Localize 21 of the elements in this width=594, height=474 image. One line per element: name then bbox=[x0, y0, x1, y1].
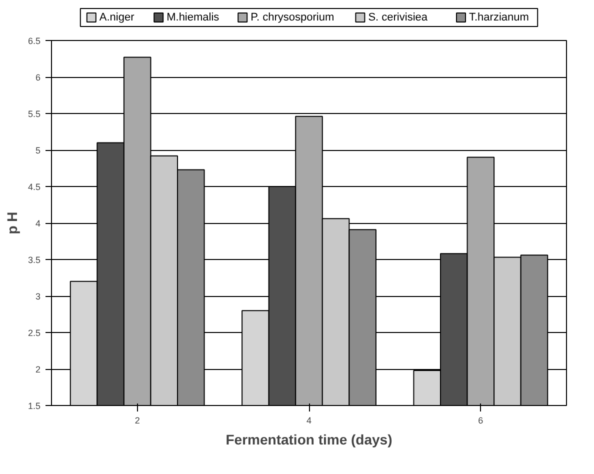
legend-label: T.harzianum bbox=[469, 12, 529, 24]
y-tick-label: 2 bbox=[35, 364, 41, 374]
y-tick-label: 6 bbox=[35, 72, 41, 82]
x-tick-label: 4 bbox=[306, 416, 312, 426]
y-axis-title: p H bbox=[4, 212, 20, 234]
x-tick-label: 6 bbox=[478, 416, 484, 426]
legend-label: S. cerivisiea bbox=[368, 12, 428, 24]
y-tick-label: 3.5 bbox=[28, 255, 41, 265]
y-tick-label: 2.5 bbox=[28, 328, 41, 338]
y-tick-label: 3 bbox=[35, 292, 41, 302]
legend-label: P. chrysosporium bbox=[250, 12, 334, 24]
y-tick-label: 5 bbox=[35, 146, 41, 156]
y-tick-label: 1.5 bbox=[28, 401, 41, 411]
y-tick-label: 5.5 bbox=[28, 109, 41, 119]
legend-label: A.niger bbox=[99, 12, 135, 24]
y-tick-label: 4.5 bbox=[28, 182, 41, 192]
legend-label: M.hiemalis bbox=[166, 12, 220, 24]
y-tick-label: 6.5 bbox=[28, 36, 41, 46]
y-tick-label: 4 bbox=[35, 218, 41, 228]
x-tick-label: 2 bbox=[134, 416, 140, 426]
x-axis-title: Fermentation time (days) bbox=[226, 432, 392, 448]
